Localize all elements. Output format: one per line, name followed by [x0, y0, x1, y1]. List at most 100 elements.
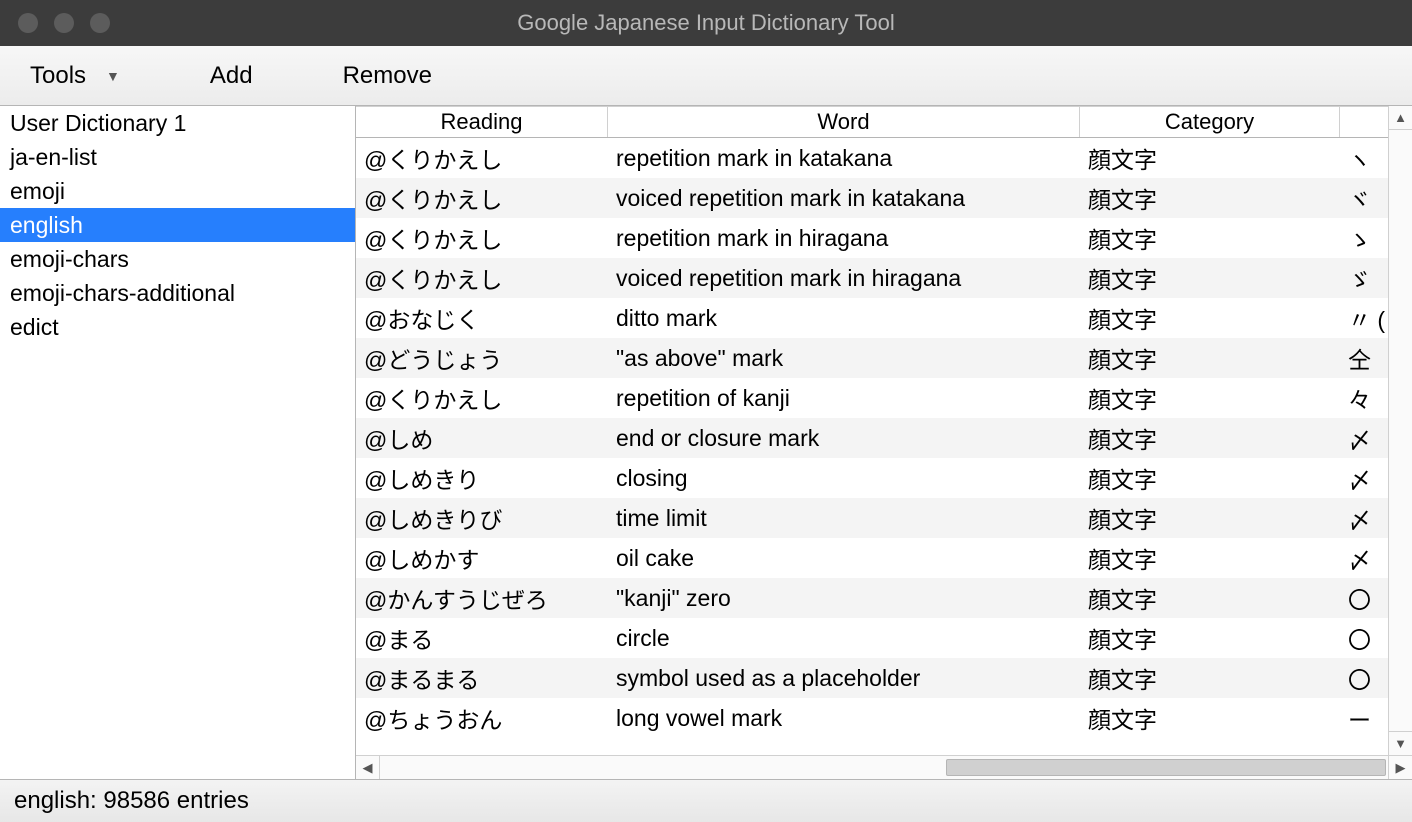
- status-text: english: 98586 entries: [14, 787, 249, 815]
- dictionary-list[interactable]: User Dictionary 1ja-en-listemojienglishe…: [0, 106, 356, 779]
- table-row[interactable]: @くりかえしrepetition of kanji顔文字々: [356, 378, 1388, 418]
- cell-reading: @しめかす: [356, 541, 608, 575]
- cell-category: 顔文字: [1080, 221, 1340, 255]
- cell-category: 顔文字: [1080, 381, 1340, 415]
- table-body[interactable]: @くりかえしrepetition mark in katakana顔文字ヽ@くり…: [356, 138, 1388, 755]
- add-button-label: Add: [210, 62, 253, 90]
- cell-category: 顔文字: [1080, 541, 1340, 575]
- sidebar-item-ja-en-list[interactable]: ja-en-list: [0, 140, 355, 174]
- table-row[interactable]: @しめかすoil cake顔文字〆: [356, 538, 1388, 578]
- cell-word: symbol used as a placeholder: [608, 665, 1080, 692]
- cell-reading: @くりかえし: [356, 141, 608, 175]
- titlebar: Google Japanese Input Dictionary Tool: [0, 0, 1412, 46]
- horizontal-scrollbar-track[interactable]: [380, 756, 1388, 779]
- remove-button-label: Remove: [343, 62, 432, 90]
- table-row[interactable]: @どうじょう"as above" mark顔文字仝: [356, 338, 1388, 378]
- cell-extra: 〃 (: [1340, 301, 1388, 335]
- table-body-wrap: @くりかえしrepetition mark in katakana顔文字ヽ@くり…: [356, 138, 1412, 755]
- column-header-reading[interactable]: Reading: [356, 106, 608, 137]
- cell-extra: ー: [1340, 701, 1388, 735]
- table-row[interactable]: @まるcircle顔文字〇: [356, 618, 1388, 658]
- cell-reading: @くりかえし: [356, 181, 608, 215]
- sidebar-item-user-dictionary-1[interactable]: User Dictionary 1: [0, 106, 355, 140]
- table-row[interactable]: @おなじくditto mark顔文字〃 (: [356, 298, 1388, 338]
- cell-reading: @しめきり: [356, 461, 608, 495]
- cell-extra: 〆: [1340, 461, 1388, 495]
- column-header-category[interactable]: Category: [1080, 106, 1340, 137]
- cell-category: 顔文字: [1080, 501, 1340, 535]
- tools-menu-button[interactable]: Tools ▼: [30, 62, 120, 90]
- close-button[interactable]: [18, 13, 38, 33]
- table-row[interactable]: @くりかえしrepetition mark in katakana顔文字ヽ: [356, 138, 1388, 178]
- cell-extra: ゝ: [1340, 221, 1388, 255]
- cell-extra: ヾ: [1340, 181, 1388, 215]
- cell-reading: @くりかえし: [356, 261, 608, 295]
- cell-reading: @しめ: [356, 421, 608, 455]
- cell-word: oil cake: [608, 545, 1080, 572]
- zoom-button[interactable]: [90, 13, 110, 33]
- cell-word: long vowel mark: [608, 705, 1080, 732]
- cell-word: repetition of kanji: [608, 385, 1080, 412]
- table-row[interactable]: @しめend or closure mark顔文字〆: [356, 418, 1388, 458]
- traffic-lights: [0, 13, 110, 33]
- table-row[interactable]: @くりかえしvoiced repetition mark in katakana…: [356, 178, 1388, 218]
- vertical-scrollbar-track[interactable]: ▼: [1388, 138, 1412, 755]
- cell-reading: @ちょうおん: [356, 701, 608, 735]
- cell-category: 顔文字: [1080, 421, 1340, 455]
- sidebar-item-emoji[interactable]: emoji: [0, 174, 355, 208]
- table-row[interactable]: @くりかえしvoiced repetition mark in hiragana…: [356, 258, 1388, 298]
- cell-extra: 〇: [1340, 621, 1388, 655]
- horizontal-scrollbar-thumb[interactable]: [946, 759, 1386, 776]
- horizontal-scrollbar[interactable]: ◀ ▶: [356, 755, 1412, 779]
- cell-category: 顔文字: [1080, 661, 1340, 695]
- cell-category: 顔文字: [1080, 181, 1340, 215]
- add-button[interactable]: Add: [210, 62, 253, 90]
- chevron-down-icon: ▼: [106, 68, 120, 84]
- scroll-right-button[interactable]: ▶: [1388, 756, 1412, 779]
- cell-word: time limit: [608, 505, 1080, 532]
- cell-extra: ゞ: [1340, 261, 1388, 295]
- cell-reading: @どうじょう: [356, 341, 608, 375]
- cell-reading: @まる: [356, 621, 608, 655]
- cell-word: end or closure mark: [608, 425, 1080, 452]
- cell-extra: 〇: [1340, 581, 1388, 615]
- scroll-up-button[interactable]: ▲: [1389, 106, 1412, 130]
- cell-reading: @かんすうじぜろ: [356, 581, 608, 615]
- sidebar-item-emoji-chars-additional[interactable]: emoji-chars-additional: [0, 276, 355, 310]
- cell-category: 顔文字: [1080, 301, 1340, 335]
- main-split: User Dictionary 1ja-en-listemojienglishe…: [0, 106, 1412, 780]
- cell-extra: 〆: [1340, 541, 1388, 575]
- minimize-button[interactable]: [54, 13, 74, 33]
- scroll-left-button[interactable]: ◀: [356, 756, 380, 779]
- vertical-scrollbar[interactable]: ▲: [1388, 106, 1412, 138]
- cell-reading: @くりかえし: [356, 221, 608, 255]
- tools-menu-label: Tools: [30, 62, 86, 90]
- scroll-down-button[interactable]: ▼: [1389, 731, 1412, 755]
- cell-word: repetition mark in hiragana: [608, 225, 1080, 252]
- table-row[interactable]: @しめきりびtime limit顔文字〆: [356, 498, 1388, 538]
- sidebar-item-edict[interactable]: edict: [0, 310, 355, 344]
- column-header-extra[interactable]: [1340, 106, 1388, 137]
- sidebar-item-emoji-chars[interactable]: emoji-chars: [0, 242, 355, 276]
- sidebar-item-english[interactable]: english: [0, 208, 355, 242]
- table-row[interactable]: @まるまるsymbol used as a placeholder顔文字〇: [356, 658, 1388, 698]
- cell-category: 顔文字: [1080, 461, 1340, 495]
- table-row[interactable]: @かんすうじぜろ"kanji" zero顔文字〇: [356, 578, 1388, 618]
- cell-extra: 仝: [1340, 341, 1388, 375]
- app-window: Google Japanese Input Dictionary Tool To…: [0, 0, 1412, 822]
- cell-word: circle: [608, 625, 1080, 652]
- cell-word: "as above" mark: [608, 345, 1080, 372]
- cell-category: 顔文字: [1080, 581, 1340, 615]
- table-row[interactable]: @しめきりclosing顔文字〆: [356, 458, 1388, 498]
- cell-reading: @くりかえし: [356, 381, 608, 415]
- window-title: Google Japanese Input Dictionary Tool: [0, 10, 1412, 36]
- toolbar: Tools ▼ Add Remove: [0, 46, 1412, 106]
- cell-category: 顔文字: [1080, 261, 1340, 295]
- remove-button[interactable]: Remove: [343, 62, 432, 90]
- cell-word: voiced repetition mark in hiragana: [608, 265, 1080, 292]
- status-bar: english: 98586 entries: [0, 780, 1412, 822]
- column-header-word[interactable]: Word: [608, 106, 1080, 137]
- table-row[interactable]: @くりかえしrepetition mark in hiragana顔文字ゝ: [356, 218, 1388, 258]
- table-row[interactable]: @ちょうおんlong vowel mark顔文字ー: [356, 698, 1388, 738]
- table-header: Reading Word Category ▲: [356, 106, 1412, 138]
